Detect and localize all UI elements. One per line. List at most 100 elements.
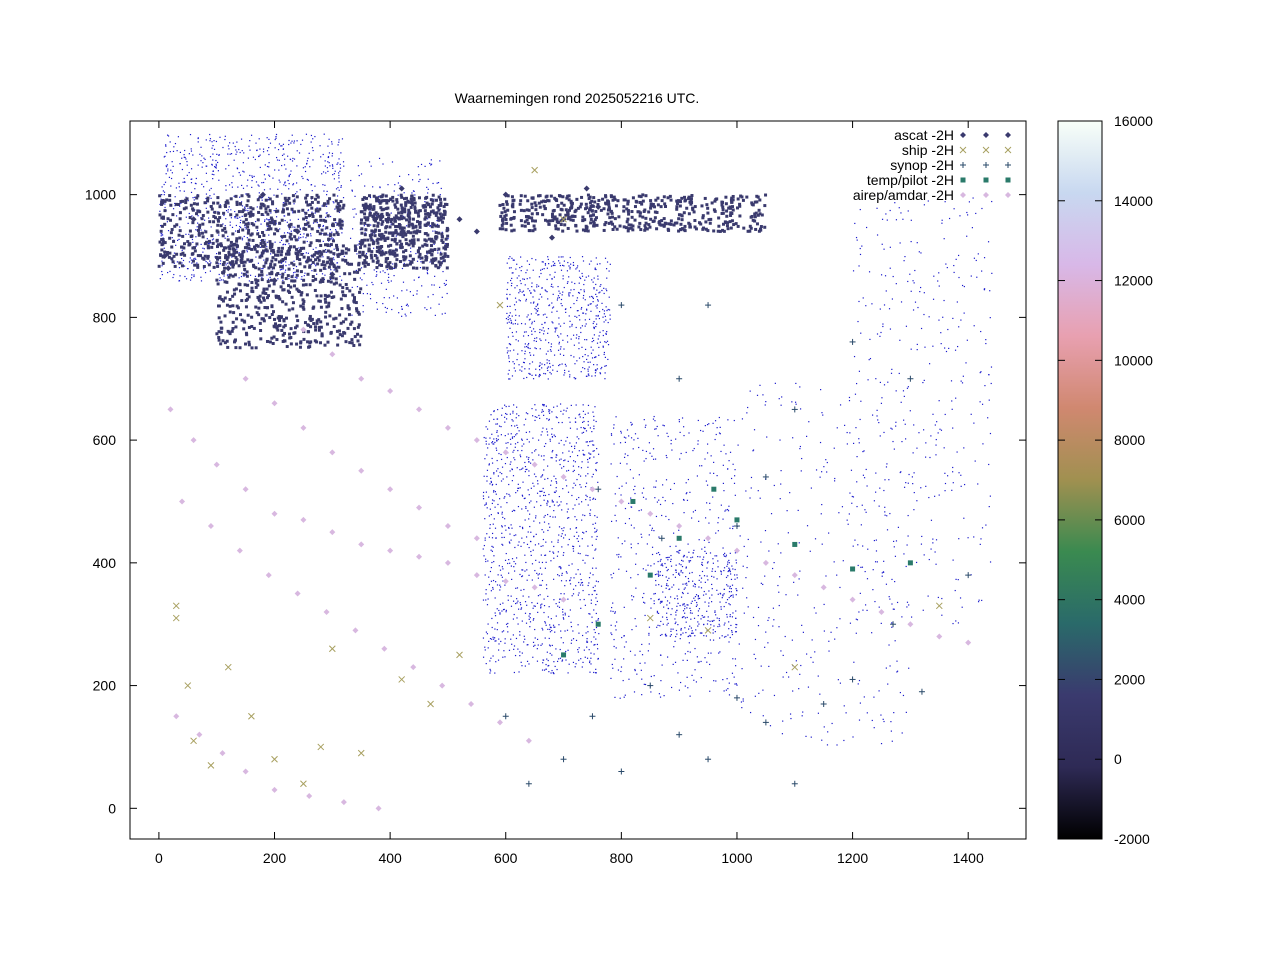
coastline-dot [543, 455, 545, 457]
coastline-dot [200, 243, 202, 246]
coastline-dot [593, 653, 595, 655]
coastline-dot [212, 144, 214, 147]
coastline-dot [205, 139, 207, 141]
coastline-dot [328, 240, 330, 242]
coastline-dot [257, 184, 259, 186]
coastline-dot [844, 424, 846, 426]
coastline-dot [683, 434, 685, 437]
ascat-swath-dot [270, 221, 274, 225]
coastline-dot [409, 291, 411, 293]
coastline-dot [559, 348, 562, 350]
coastline-dot [838, 512, 840, 514]
coastline-dot [509, 256, 511, 258]
coastline-dot [712, 496, 714, 498]
coastline-dot [517, 623, 519, 625]
coastline-dot [708, 590, 710, 592]
coastline-dot [605, 341, 607, 344]
coastline-dot [726, 613, 728, 616]
coastline-dot [366, 224, 368, 226]
coastline-dot [593, 671, 595, 674]
coastline-dot [206, 238, 208, 240]
coastline-dot [400, 305, 403, 308]
coastline-dot [540, 644, 542, 646]
coastline-dot [970, 275, 972, 277]
ascat-swath-dot [281, 208, 285, 212]
coastline-dot [585, 276, 587, 278]
coastline-dot [541, 490, 543, 492]
ascat-swath-dot [170, 228, 174, 232]
coastline-dot [327, 234, 329, 236]
coastline-dot [161, 273, 163, 276]
coastline-dot [668, 518, 670, 521]
coastline-dot [590, 260, 592, 262]
coastline-dot [577, 552, 579, 554]
ascat-swath-dot [280, 218, 284, 222]
coastline-dot [558, 323, 560, 325]
coastline-dot [516, 490, 519, 492]
coastline-dot [337, 144, 339, 146]
ascat-swath-dot [396, 225, 400, 229]
coastline-dot [266, 274, 268, 276]
coastline-dot [576, 360, 578, 362]
coastline-dot [557, 539, 559, 541]
coastline-dot [584, 427, 586, 430]
coastline-dot [284, 243, 287, 246]
coastline-dot [620, 666, 623, 668]
coastline-dot [268, 166, 270, 168]
coastline-dot [227, 145, 229, 147]
ascat-swath-dot [200, 217, 204, 221]
coastline-dot [537, 303, 539, 305]
coastline-dot [537, 439, 540, 441]
ascat-swath-dot [219, 242, 223, 246]
coastline-dot [954, 589, 956, 592]
coastline-dot [223, 214, 225, 217]
coastline-dot [730, 573, 732, 575]
ascat-swath-dot [315, 239, 319, 243]
coastline-dot [778, 626, 780, 628]
ascat-swath-dot [240, 194, 244, 198]
coastline-dot [526, 456, 528, 458]
coastline-dot [591, 621, 593, 624]
ascat-swath-dot [439, 201, 443, 205]
ascat-swath-dot [216, 218, 220, 222]
coastline-dot [810, 736, 812, 738]
coastline-dot [593, 629, 595, 631]
ascat-swath-dot [203, 242, 207, 246]
coastline-dot [714, 420, 717, 422]
coastline-dot [263, 174, 266, 176]
coastline-dot [697, 625, 699, 627]
coastline-dot [759, 384, 761, 386]
ascat-swath-dot [226, 255, 230, 259]
coastline-dot [943, 447, 945, 449]
coastline-dot [661, 514, 663, 517]
coastline-dot [701, 632, 703, 634]
coastline-dot [405, 304, 408, 306]
coastline-dot [553, 504, 556, 506]
coastline-dot [910, 616, 913, 618]
coastline-dot [675, 438, 677, 440]
ascat-swath-dot [196, 194, 200, 198]
ascat-swath-dot [193, 246, 197, 250]
coastline-dot [834, 477, 836, 480]
ascat-swath-dot [376, 241, 380, 245]
coastline-dot [577, 540, 579, 542]
coastline-dot [704, 458, 706, 460]
coastline-dot [686, 616, 688, 619]
coastline-dot [980, 371, 982, 373]
coastline-dot [233, 195, 235, 197]
coastline-dot [990, 366, 993, 368]
coastline-dot [552, 306, 555, 308]
coastline-dot [258, 185, 260, 187]
coastline-dot [610, 632, 612, 634]
coastline-dot [588, 577, 591, 579]
coastline-dot [543, 605, 546, 607]
coastline-dot [868, 271, 871, 273]
coastline-dot [549, 526, 551, 528]
coastline-dot [496, 431, 498, 434]
coastline-dot [691, 674, 693, 676]
coastline-dot [516, 406, 518, 408]
ascat-swath-dot [381, 215, 385, 219]
coastline-dot [492, 586, 494, 589]
ascat-swath-dot [370, 229, 374, 233]
coastline-dot [611, 577, 613, 579]
